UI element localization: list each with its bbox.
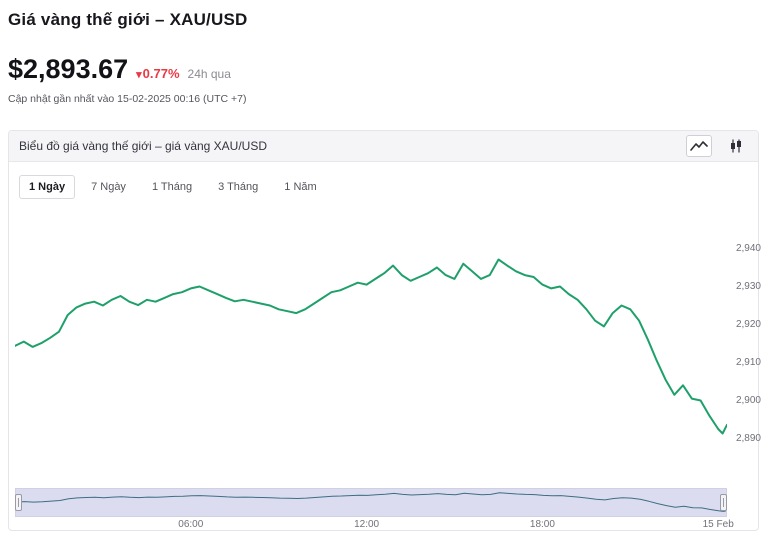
price-change-percent: 0.77% xyxy=(142,66,180,81)
tab-3-months[interactable]: 3 Tháng xyxy=(218,181,259,193)
page-title: Giá vàng thế giới – XAU/USD xyxy=(8,10,248,29)
chart-type-toggle xyxy=(686,135,748,157)
line-chart-icon[interactable] xyxy=(686,135,712,157)
y-axis-label: 2,910 xyxy=(735,356,761,368)
tab-1-month[interactable]: 1 Tháng xyxy=(151,181,193,193)
x-axis-label: 18:00 xyxy=(529,519,555,530)
price-chart[interactable] xyxy=(15,231,727,461)
y-axis-label: 2,920 xyxy=(735,318,761,330)
price-row: $2,893.67 ▾0.77% 24h qua xyxy=(8,54,231,85)
tab-7-days[interactable]: 7 Ngày xyxy=(91,181,126,193)
y-axis-label: 2,940 xyxy=(735,242,761,254)
x-axis-label: 06:00 xyxy=(178,519,204,530)
navigator-series xyxy=(16,492,726,512)
navigator[interactable] xyxy=(15,488,727,517)
navigator-left-handle[interactable] xyxy=(15,494,22,511)
current-price: $2,893.67 xyxy=(8,54,129,84)
tab-1-day[interactable]: 1 Ngày xyxy=(19,175,76,199)
down-arrow-icon: ▾ xyxy=(136,69,142,81)
last-updated-text: Cập nhật gần nhất vào 15-02-2025 00:16 (… xyxy=(8,93,247,105)
navigator-right-handle[interactable] xyxy=(720,494,727,511)
price-line xyxy=(15,258,727,435)
chart-card-header: Biểu đồ giá vàng thế giới – giá vàng XAU… xyxy=(9,131,758,162)
y-axis-label: 2,930 xyxy=(735,280,761,292)
y-axis-label: 2,900 xyxy=(735,394,761,406)
chart-card-title: Biểu đồ giá vàng thế giới – giá vàng XAU… xyxy=(19,139,268,153)
x-axis-label: 15 Feb xyxy=(702,519,734,530)
candlestick-chart-icon[interactable] xyxy=(724,136,748,156)
chart-card: Biểu đồ giá vàng thế giới – giá vàng XAU… xyxy=(8,130,761,531)
price-change-period: 24h qua xyxy=(187,67,231,81)
range-tabs: 1 Ngày 7 Ngày 1 Tháng 3 Tháng 1 Năm xyxy=(19,175,327,199)
price-change: ▾0.77% xyxy=(136,66,179,81)
y-axis-label: 2,890 xyxy=(735,432,761,444)
tab-1-year[interactable]: 1 Năm xyxy=(284,181,317,193)
x-axis-label: 12:00 xyxy=(354,519,380,530)
